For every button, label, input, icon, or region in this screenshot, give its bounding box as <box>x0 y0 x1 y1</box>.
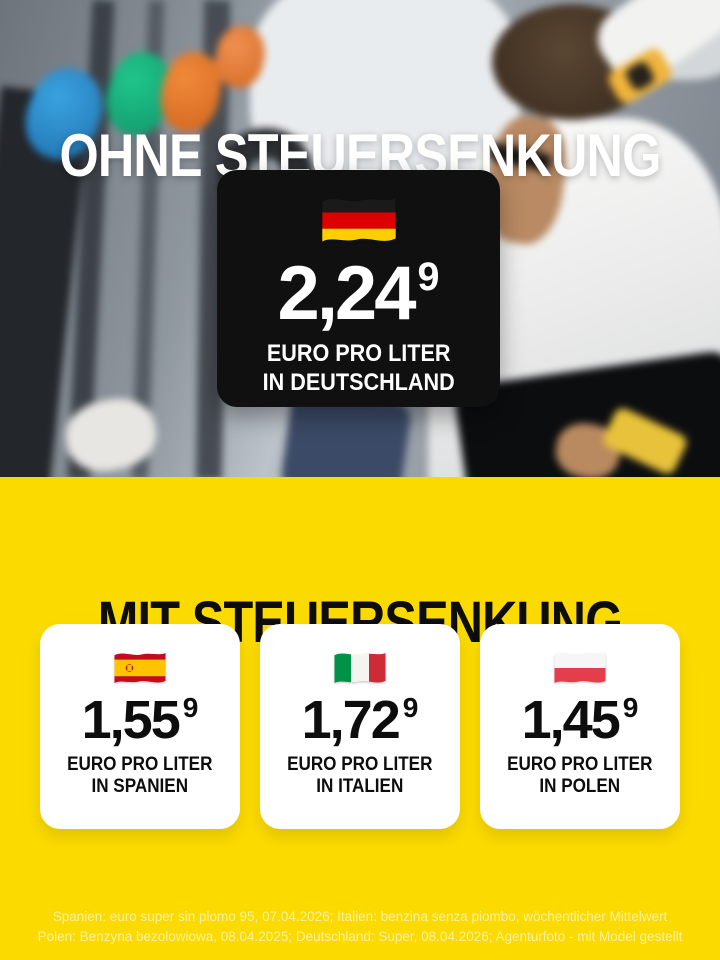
price-superscript: 9 <box>402 692 419 723</box>
unit-line1: EURO PRO LITER <box>287 753 433 775</box>
price-superscript: 9 <box>417 255 440 299</box>
italy-flag-icon <box>334 653 386 683</box>
hero-section: OHNE STEUERSENKUNG 2,24 9 EURO PRO LITER … <box>0 0 720 477</box>
spain-price-unit: EURO PRO LITER IN SPANIEN <box>67 754 212 799</box>
unit-line1: EURO PRO LITER <box>266 340 451 368</box>
source-footnote: Spanien: euro super sin plomo 95, 07.04.… <box>0 907 720 948</box>
unit-line1: EURO PRO LITER <box>507 753 653 775</box>
germany-flag-icon <box>321 198 396 242</box>
price-value: 1,45 <box>521 690 621 750</box>
spain-price: 1,55 9 <box>81 690 199 750</box>
spain-price-card: 1,55 9 EURO PRO LITER IN SPANIEN <box>40 624 240 829</box>
germany-price-card: 2,24 9 EURO PRO LITER IN DEUTSCHLAND <box>217 170 500 407</box>
poland-price: 1,45 9 <box>521 690 639 750</box>
poland-flag-icon <box>554 653 606 683</box>
unit-line2: IN DEUTSCHLAND <box>262 368 455 396</box>
italy-price-card: 1,72 9 EURO PRO LITER IN ITALIEN <box>260 624 460 829</box>
germany-price: 2,24 9 <box>277 251 440 336</box>
country-cards-row: 1,55 9 EURO PRO LITER IN SPANIEN <box>40 624 680 829</box>
italy-price-unit: EURO PRO LITER IN ITALIEN <box>287 754 432 799</box>
price-superscript: 9 <box>622 692 639 723</box>
germany-price-unit: EURO PRO LITER IN DEUTSCHLAND <box>262 340 454 397</box>
price-value: 1,72 <box>301 690 401 750</box>
unit-line2: IN POLEN <box>539 776 621 797</box>
spain-flag-icon <box>114 653 166 683</box>
poland-price-unit: EURO PRO LITER IN POLEN <box>507 754 652 799</box>
price-value: 2,24 <box>277 251 417 336</box>
poland-price-card: 1,45 9 EURO PRO LITER IN POLEN <box>480 624 680 829</box>
footnote-line2: Polen: Benzyna bezolowiowa, 08.04.2025; … <box>37 928 683 944</box>
unit-line2: IN SPANIEN <box>91 776 189 797</box>
italy-price: 1,72 9 <box>301 690 419 750</box>
price-value: 1,55 <box>81 690 181 750</box>
price-superscript: 9 <box>182 692 199 723</box>
unit-line1: EURO PRO LITER <box>67 753 213 775</box>
unit-line2: IN ITALIEN <box>316 776 404 797</box>
footnote-line1: Spanien: euro super sin plomo 95, 07.04.… <box>52 908 668 924</box>
